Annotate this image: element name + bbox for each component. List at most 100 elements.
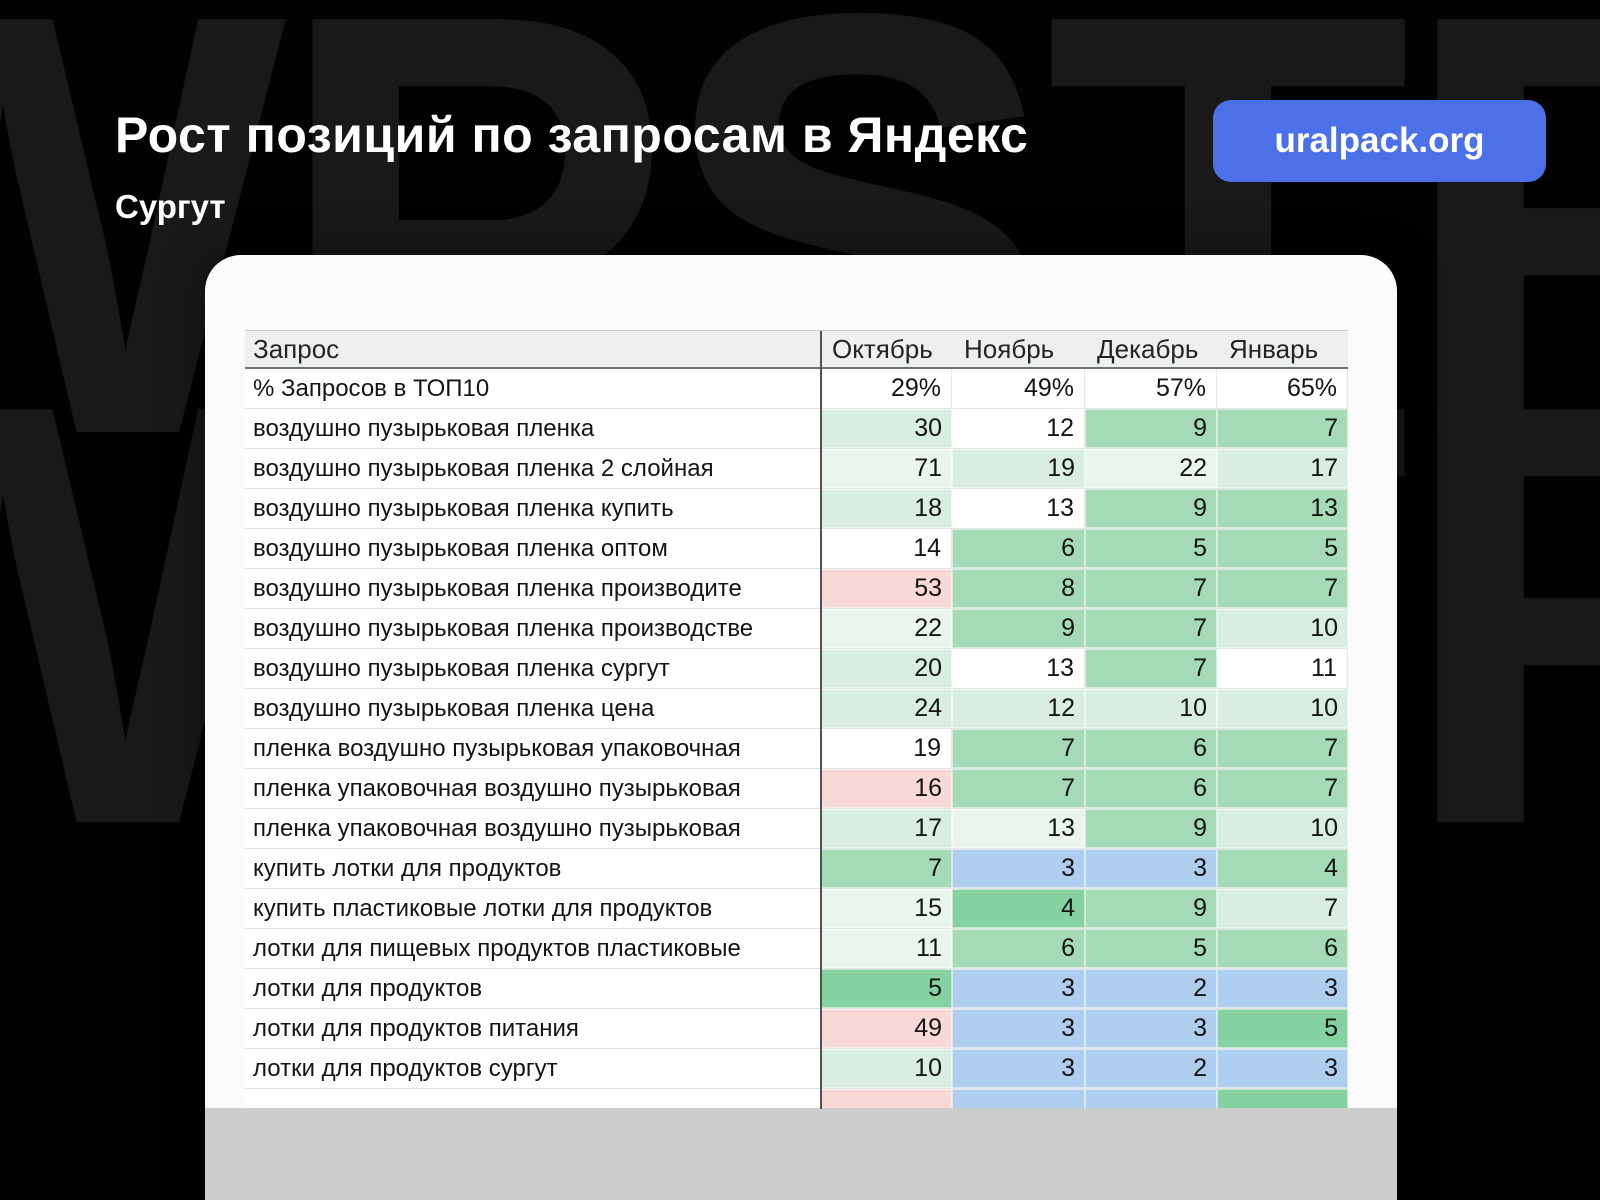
positions-table: Запрос Октябрь Ноябрь Декабрь Январь % З… (245, 330, 1348, 1109)
value-cell: 15 (820, 889, 952, 929)
value-cell: 6 (1217, 929, 1348, 969)
value-cell: 5 (1217, 1009, 1348, 1049)
value-cell: 29% (820, 369, 952, 409)
table-row: воздушно пузырьковая пленка производите 5… (245, 569, 1348, 609)
table-row: лотки для продуктов сургут 10 3 2 3 (245, 1049, 1348, 1089)
table-row: воздушно пузырьковая пленка оптом 14 6 5 5 (245, 529, 1348, 569)
value-cell: 7 (952, 729, 1085, 769)
value-cell: 5 (820, 969, 952, 1009)
query-cell: купить лотки для продуктов (245, 849, 820, 889)
value-cell: 3 (952, 1009, 1085, 1049)
value-cell: 3 (1217, 1049, 1348, 1089)
value-cell: 5 (1217, 529, 1348, 569)
table-row: воздушно пузырьковая пленка 2 слойная 71 1… (245, 449, 1348, 489)
query-cell: воздушно пузырьковая пленка 2 слойная (245, 449, 820, 489)
value-cell: 11 (820, 929, 952, 969)
value-cell: 7 (1217, 769, 1348, 809)
query-cell: воздушно пузырьковая пленка цена (245, 689, 820, 729)
value-cell: 13 (1217, 489, 1348, 529)
table-row: купить лотки для продуктов 7 3 3 4 (245, 849, 1348, 889)
site-badge-label: uralpack.org (1274, 121, 1485, 160)
query-cell: лотки для продуктов (245, 969, 820, 1009)
table-row: воздушно пузырьковая пленка сургут 20 13 7 1… (245, 649, 1348, 689)
value-cell: 10 (1217, 609, 1348, 649)
value-cell (1217, 1089, 1348, 1109)
value-cell: 10 (1217, 809, 1348, 849)
value-cell: 5 (1085, 929, 1217, 969)
table-row: воздушно пузырьковая пленка производстве… (245, 609, 1348, 649)
value-cell: 53 (820, 569, 952, 609)
value-cell: 10 (1085, 689, 1217, 729)
value-cell (820, 1089, 952, 1109)
value-cell: 19 (820, 729, 952, 769)
table-row: лотки для продуктов 5 3 2 3 (245, 969, 1348, 1009)
table-row: пленка упаковочная воздушно пузырьковая 1… (245, 769, 1348, 809)
value-cell: 19 (952, 449, 1085, 489)
value-cell: 4 (1217, 849, 1348, 889)
column-header-query: Запрос (253, 334, 340, 364)
table-body: % Запросов в ТОП10 29% 49% 57% 65% воздушно п… (245, 369, 1348, 1109)
value-cell: 49 (820, 1009, 952, 1049)
table-row: купить пластиковые лотки для продуктов 15… (245, 889, 1348, 929)
card-gray-area (205, 1108, 1397, 1200)
query-cell: % Запросов в ТОП10 (245, 369, 820, 409)
value-cell: 14 (820, 529, 952, 569)
value-cell: 20 (820, 649, 952, 689)
value-cell: 12 (952, 409, 1085, 449)
value-cell: 2 (1085, 1049, 1217, 1089)
value-cell (1085, 1089, 1217, 1109)
value-cell: 7 (1085, 609, 1217, 649)
value-cell: 24 (820, 689, 952, 729)
value-cell: 49% (952, 369, 1085, 409)
value-cell: 3 (1085, 1009, 1217, 1049)
column-header-december: Декабрь (1097, 334, 1199, 364)
table-card: Запрос Октябрь Ноябрь Декабрь Январь % З… (205, 255, 1397, 1200)
query-cell: пленка воздушно пузырьковая упаковочная (245, 729, 820, 769)
query-cell: воздушно пузырьковая пленка производстве (245, 609, 820, 649)
value-cell: 3 (952, 1049, 1085, 1089)
value-cell: 5 (1085, 529, 1217, 569)
query-cell: воздушно пузырьковая пленка производите (245, 569, 820, 609)
value-cell: 65% (1217, 369, 1348, 409)
value-cell: 13 (952, 809, 1085, 849)
column-divider (820, 331, 822, 1109)
value-cell: 4 (952, 889, 1085, 929)
value-cell: 22 (820, 609, 952, 649)
query-cell (245, 1089, 820, 1109)
value-cell: 13 (952, 649, 1085, 689)
value-cell: 17 (820, 809, 952, 849)
table-header-row: Запрос Октябрь Ноябрь Декабрь Январь (245, 331, 1348, 369)
query-cell: купить пластиковые лотки для продуктов (245, 889, 820, 929)
value-cell: 6 (1085, 729, 1217, 769)
value-cell: 12 (952, 689, 1085, 729)
table-row (245, 1089, 1348, 1109)
value-cell: 57% (1085, 369, 1217, 409)
value-cell: 3 (1217, 969, 1348, 1009)
value-cell: 10 (1217, 689, 1348, 729)
value-cell: 7 (820, 849, 952, 889)
table-row: лотки для пищевых продуктов пластиковые 1… (245, 929, 1348, 969)
value-cell: 2 (1085, 969, 1217, 1009)
table-row: воздушно пузырьковая пленка купить 18 13 9 1… (245, 489, 1348, 529)
value-cell: 9 (1085, 489, 1217, 529)
value-cell: 3 (1085, 849, 1217, 889)
value-cell: 8 (952, 569, 1085, 609)
query-cell: пленка упаковочная воздушно пузырьковая (245, 809, 820, 849)
value-cell: 9 (1085, 409, 1217, 449)
query-cell: пленка упаковочная воздушно пузырьковая (245, 769, 820, 809)
value-cell: 9 (952, 609, 1085, 649)
query-cell: воздушно пузырьковая пленка сургут (245, 649, 820, 689)
value-cell: 6 (952, 929, 1085, 969)
value-cell: 7 (1085, 649, 1217, 689)
value-cell: 3 (952, 849, 1085, 889)
table-row: пленка воздушно пузырьковая упаковочная 1… (245, 729, 1348, 769)
value-cell: 7 (952, 769, 1085, 809)
value-cell: 71 (820, 449, 952, 489)
site-badge[interactable]: uralpack.org (1213, 100, 1546, 182)
query-cell: воздушно пузырьковая пленка оптом (245, 529, 820, 569)
value-cell: 9 (1085, 889, 1217, 929)
value-cell: 9 (1085, 809, 1217, 849)
value-cell: 22 (1085, 449, 1217, 489)
value-cell: 17 (1217, 449, 1348, 489)
